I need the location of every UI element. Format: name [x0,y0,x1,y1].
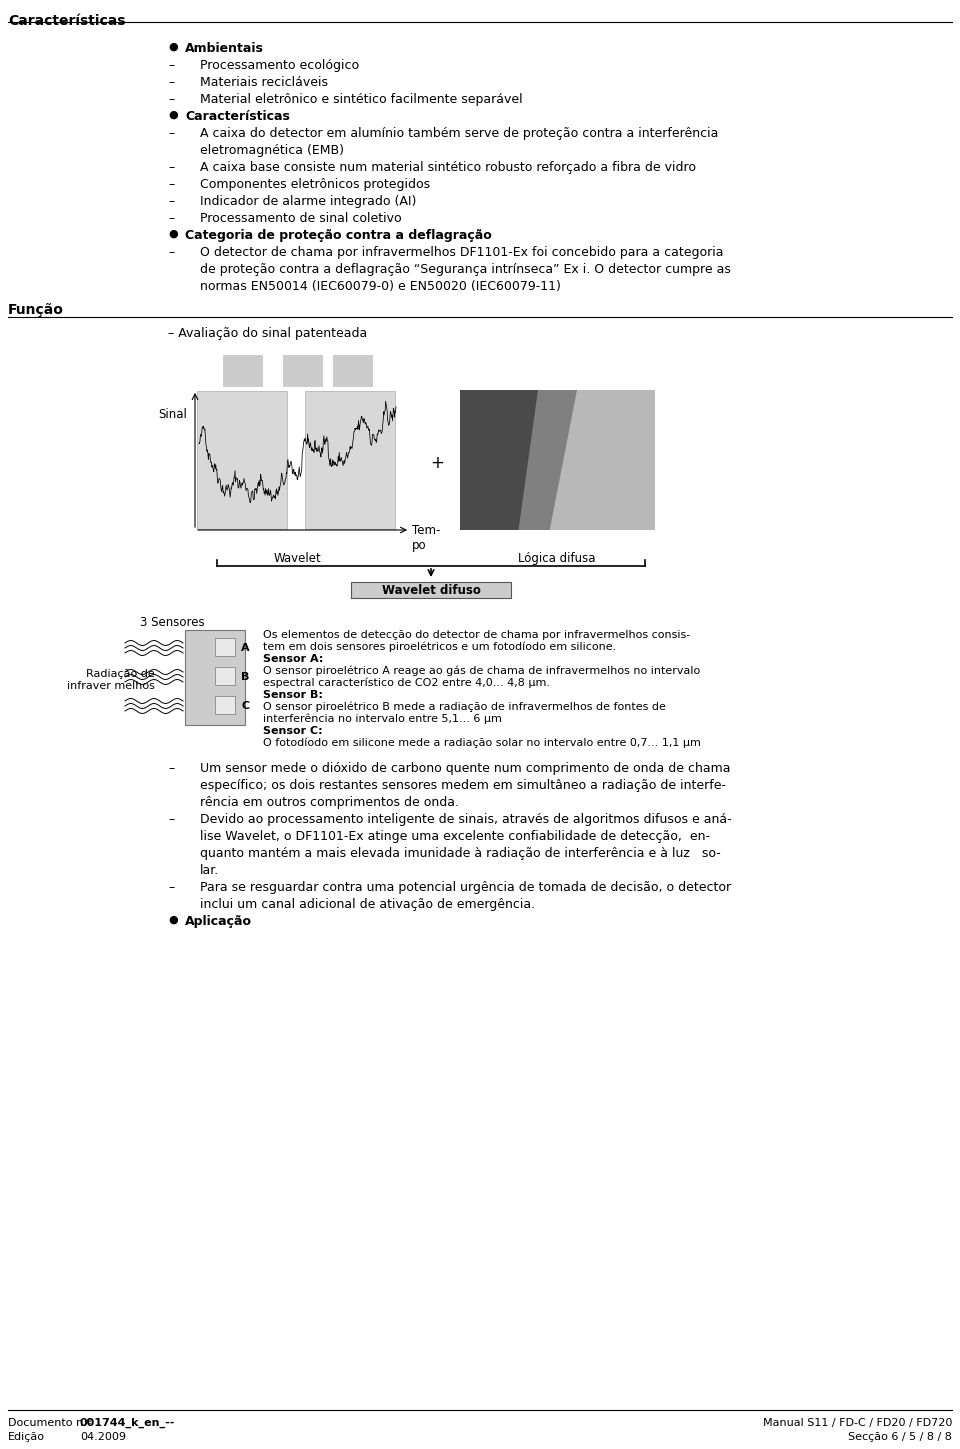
Text: Lógica difusa: Lógica difusa [518,552,596,565]
Bar [197,391,287,529]
Text: O detector de chama por infravermelhos DF1101-Ex foi concebido para a categoria: O detector de chama por infravermelhos D… [200,246,724,259]
Text: C: C [241,701,250,711]
Text: –: – [168,212,175,225]
Text: Devido ao processamento inteligente de sinais, através de algoritmos difusos e a: Devido ao processamento inteligente de s… [200,813,732,826]
Text: eletromagnética (EMB): eletromagnética (EMB) [200,143,344,156]
Bar [185,630,245,724]
Text: lar.: lar. [200,864,219,877]
Text: Radiação de
infraver melhos: Radiação de infraver melhos [67,669,155,691]
Bar [215,696,235,714]
Text: Processamento de sinal coletivo: Processamento de sinal coletivo [200,212,401,225]
Text: O sensor piroelétrico A reage ao gás de chama de infravermelhos no intervalo: O sensor piroelétrico A reage ao gás de … [263,667,700,677]
Text: Um sensor mede o dióxido de carbono quente num comprimento de onda de chama: Um sensor mede o dióxido de carbono quen… [200,762,731,775]
Text: –: – [168,246,175,259]
Text: – Avaliação do sinal patenteada: – Avaliação do sinal patenteada [168,327,368,341]
Bar [333,355,373,387]
Text: O sensor piroelétrico B mede a radiação de infravermelhos de fontes de: O sensor piroelétrico B mede a radiação … [263,701,666,713]
Text: Edição: Edição [8,1432,45,1442]
Text: –: – [168,178,175,191]
Text: ●: ● [168,914,178,924]
Text: Os elementos de detecção do detector de chama por infravermelhos consis-: Os elementos de detecção do detector de … [263,630,690,640]
Text: A caixa do detector em alumínio também serve de proteção contra a interferência: A caixa do detector em alumínio também s… [200,128,718,141]
Text: Tem-
po: Tem- po [412,525,441,552]
Text: 04.2009: 04.2009 [80,1432,126,1442]
Text: 3 Sensores: 3 Sensores [140,616,204,629]
Text: inclui um canal adicional de ativação de emergência.: inclui um canal adicional de ativação de… [200,898,535,911]
Bar [305,391,395,529]
Text: normas EN50014 (IEC60079-0) e EN50020 (IEC60079-11): normas EN50014 (IEC60079-0) e EN50020 (I… [200,280,561,293]
Text: B: B [241,672,250,682]
Text: Wavelet difuso: Wavelet difuso [381,584,480,597]
Text: +: + [430,454,444,472]
Text: interferência no intervalo entre 5,1... 6 µm: interferência no intervalo entre 5,1... … [263,714,502,724]
Text: A caixa base consiste num material sintético robusto reforçado a fibra de vidro: A caixa base consiste num material sinté… [200,161,696,174]
Text: Componentes eletrônicos protegidos: Componentes eletrônicos protegidos [200,178,430,191]
Text: Sensor A:: Sensor A: [263,653,324,664]
Text: –: – [168,161,175,174]
Text: –: – [168,762,175,775]
Text: –: – [168,75,175,88]
Text: Características: Características [8,14,126,28]
Bar [215,667,235,685]
Text: Ambientais: Ambientais [185,42,264,55]
Polygon shape [518,390,577,530]
Text: 001744_k_en_--: 001744_k_en_-- [80,1419,176,1429]
Text: –: – [168,59,175,72]
Text: lise Wavelet, o DF1101-Ex atinge uma excelente confiabilidade de detecção,  en-: lise Wavelet, o DF1101-Ex atinge uma exc… [200,830,710,843]
Text: Materiais recicláveis: Materiais recicláveis [200,75,328,88]
Text: ●: ● [168,110,178,120]
Text: Características: Características [185,110,290,123]
Bar [223,355,263,387]
Text: –: – [168,128,175,141]
Text: rência em outros comprimentos de onda.: rência em outros comprimentos de onda. [200,796,459,809]
Text: –: – [168,93,175,106]
Text: Aplicação: Aplicação [185,914,252,927]
Text: de proteção contra a deflagração “Segurança intrínseca” Ex i. O detector cumpre : de proteção contra a deflagração “Segura… [200,264,731,275]
Text: Processamento ecológico: Processamento ecológico [200,59,359,72]
Text: –: – [168,196,175,209]
Text: tem em dois sensores piroelétricos e um fotodíodo em silicone.: tem em dois sensores piroelétricos e um … [263,642,616,652]
Text: Sinal: Sinal [158,409,187,422]
Polygon shape [460,390,558,530]
Text: Para se resguardar contra uma potencial urgência de tomada de decisão, o detecto: Para se resguardar contra uma potencial … [200,881,732,894]
Text: O fotodíodo em silicone mede a radiação solar no intervalo entre 0,7... 1,1 µm: O fotodíodo em silicone mede a radiação … [263,738,701,749]
Text: espectral característico de CO2 entre 4,0... 4,8 µm.: espectral característico de CO2 entre 4,… [263,678,550,688]
Text: –: – [168,881,175,894]
Text: Sensor C:: Sensor C: [263,726,323,736]
Polygon shape [522,390,655,530]
Text: Função: Função [8,303,64,317]
Bar [215,638,235,656]
Text: quanto mantém a mais elevada imunidade à radiação de interferência e à luz   so-: quanto mantém a mais elevada imunidade à… [200,848,721,861]
Text: ●: ● [168,229,178,239]
Text: Indicador de alarme integrado (AI): Indicador de alarme integrado (AI) [200,196,417,209]
Bar [351,582,511,598]
Text: A: A [241,643,250,653]
Text: Documento n.º: Documento n.º [8,1419,92,1429]
Text: Manual S11 / FD-C / FD20 / FD720: Manual S11 / FD-C / FD20 / FD720 [762,1419,952,1429]
Text: específico; os dois restantes sensores medem em simultâneo a radiação de interfe: específico; os dois restantes sensores m… [200,780,726,793]
Text: Wavelet: Wavelet [274,552,321,565]
Text: ●: ● [168,42,178,52]
Bar [283,355,323,387]
Text: –: – [168,813,175,826]
Text: Secção 6 / 5 / 8 / 8: Secção 6 / 5 / 8 / 8 [848,1432,952,1442]
Text: Categoria de proteção contra a deflagração: Categoria de proteção contra a deflagraç… [185,229,492,242]
Text: Material eletrônico e sintético facilmente separável: Material eletrônico e sintético facilmen… [200,93,522,106]
Text: Sensor B:: Sensor B: [263,690,323,700]
